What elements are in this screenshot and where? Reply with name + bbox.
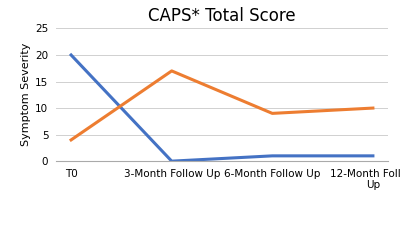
Kate: [270, 112, 275, 115]
Kate: [69, 138, 74, 141]
Legend: Amy, Kate: Amy, Kate: [159, 236, 285, 237]
Amy: [69, 54, 74, 56]
Line: Kate: Kate: [71, 71, 373, 140]
Amy: [169, 160, 174, 163]
Title: CAPS* Total Score: CAPS* Total Score: [148, 8, 296, 26]
Kate: [370, 107, 375, 109]
Line: Amy: Amy: [71, 55, 373, 161]
Amy: [270, 155, 275, 157]
Kate: [169, 69, 174, 72]
Amy: [370, 155, 375, 157]
Y-axis label: Symptom Severity: Symptom Severity: [21, 43, 31, 146]
